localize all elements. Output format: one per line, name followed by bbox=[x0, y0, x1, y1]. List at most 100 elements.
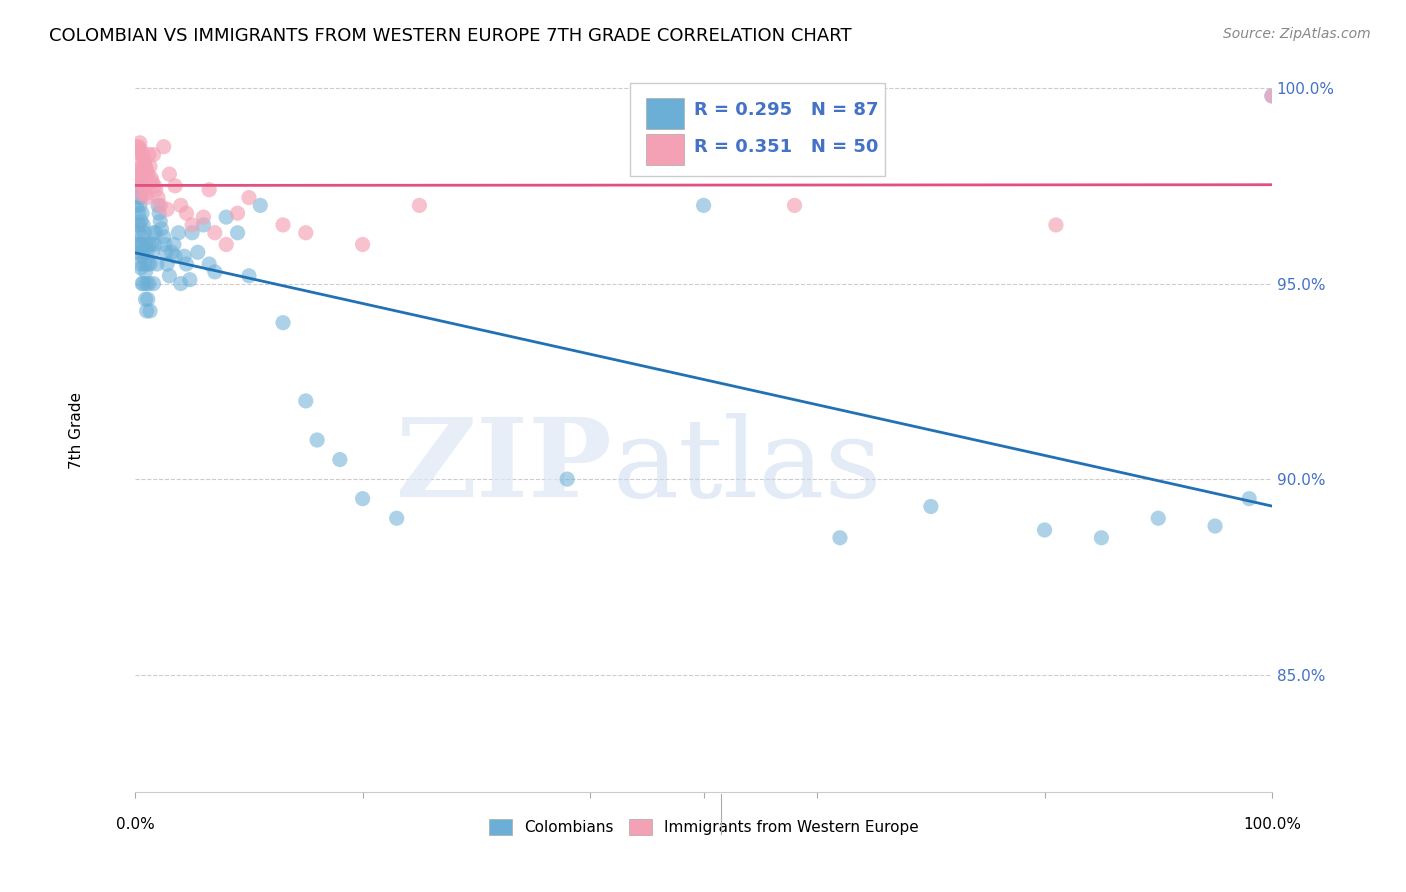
Point bbox=[148, 206, 170, 220]
Point bbox=[134, 159, 156, 173]
Point bbox=[128, 163, 150, 178]
Point bbox=[294, 226, 316, 240]
Point bbox=[1261, 89, 1284, 103]
Point bbox=[152, 139, 174, 153]
Point bbox=[226, 226, 249, 240]
Point bbox=[153, 237, 176, 252]
Point bbox=[828, 531, 851, 545]
Point bbox=[134, 292, 156, 306]
Point bbox=[141, 175, 163, 189]
Point bbox=[142, 147, 165, 161]
Point bbox=[139, 304, 162, 318]
Point bbox=[125, 198, 148, 212]
Point bbox=[134, 183, 156, 197]
Point bbox=[127, 163, 149, 178]
Point bbox=[145, 226, 167, 240]
Text: atlas: atlas bbox=[613, 413, 883, 520]
Point bbox=[156, 257, 179, 271]
Point bbox=[128, 257, 150, 271]
Point bbox=[167, 226, 190, 240]
Point bbox=[136, 257, 159, 271]
Text: Source: ZipAtlas.com: Source: ZipAtlas.com bbox=[1223, 27, 1371, 41]
Point bbox=[249, 198, 271, 212]
Point bbox=[146, 198, 169, 212]
Point bbox=[128, 136, 150, 150]
Point bbox=[131, 175, 153, 189]
Point bbox=[127, 218, 149, 232]
Point bbox=[132, 178, 155, 193]
Point bbox=[142, 277, 165, 291]
Point bbox=[136, 292, 159, 306]
Point bbox=[1033, 523, 1056, 537]
Point bbox=[143, 237, 166, 252]
Point bbox=[170, 277, 193, 291]
Point bbox=[204, 226, 226, 240]
FancyBboxPatch shape bbox=[645, 98, 685, 128]
Text: R = 0.295   N = 87: R = 0.295 N = 87 bbox=[695, 102, 879, 120]
Point bbox=[135, 190, 157, 204]
Point bbox=[149, 214, 172, 228]
Point bbox=[215, 237, 238, 252]
Point bbox=[138, 237, 160, 252]
Point bbox=[139, 159, 162, 173]
Point bbox=[145, 183, 167, 197]
Text: 0.0%: 0.0% bbox=[115, 817, 155, 832]
Text: ZIP: ZIP bbox=[396, 413, 613, 520]
Point bbox=[157, 268, 180, 283]
Point bbox=[132, 152, 155, 166]
Point bbox=[352, 237, 374, 252]
Point bbox=[198, 183, 221, 197]
Point bbox=[129, 214, 152, 228]
Point bbox=[385, 511, 408, 525]
Point bbox=[128, 186, 150, 201]
Point bbox=[215, 210, 238, 224]
Point bbox=[193, 210, 215, 224]
Point bbox=[155, 245, 177, 260]
Point bbox=[141, 171, 163, 186]
Point bbox=[352, 491, 374, 506]
Text: 100.0%: 100.0% bbox=[1243, 817, 1301, 832]
Point bbox=[1090, 531, 1112, 545]
Point bbox=[134, 226, 156, 240]
Point bbox=[271, 218, 294, 232]
Point bbox=[132, 245, 155, 260]
Point bbox=[271, 316, 294, 330]
Point bbox=[157, 167, 180, 181]
Point bbox=[160, 245, 183, 260]
Point bbox=[146, 257, 169, 271]
Point bbox=[141, 237, 163, 252]
Point bbox=[129, 190, 152, 204]
Point bbox=[129, 237, 152, 252]
Point bbox=[408, 198, 430, 212]
Point bbox=[128, 190, 150, 204]
Point bbox=[170, 198, 193, 212]
Text: 7th Grade: 7th Grade bbox=[69, 392, 84, 468]
Point bbox=[132, 218, 155, 232]
Point bbox=[1204, 519, 1226, 533]
Point bbox=[128, 237, 150, 252]
Point bbox=[143, 178, 166, 193]
Point bbox=[149, 198, 172, 212]
Point bbox=[307, 433, 329, 447]
Point bbox=[198, 257, 221, 271]
Point bbox=[135, 304, 157, 318]
Point bbox=[1045, 218, 1067, 232]
Point bbox=[132, 277, 155, 291]
Point bbox=[165, 178, 187, 193]
Point bbox=[139, 257, 162, 271]
Point bbox=[128, 218, 150, 232]
Point bbox=[135, 245, 157, 260]
Point bbox=[131, 229, 153, 244]
Point bbox=[135, 163, 157, 178]
Point bbox=[127, 152, 149, 166]
Point bbox=[138, 277, 160, 291]
Point bbox=[129, 144, 152, 158]
Point bbox=[294, 393, 316, 408]
Point bbox=[179, 273, 201, 287]
Point bbox=[1147, 511, 1170, 525]
Point bbox=[181, 226, 204, 240]
Point bbox=[135, 277, 157, 291]
Point bbox=[165, 249, 187, 263]
Point bbox=[783, 198, 806, 212]
Legend: Colombians, Immigrants from Western Europe: Colombians, Immigrants from Western Euro… bbox=[489, 819, 918, 835]
